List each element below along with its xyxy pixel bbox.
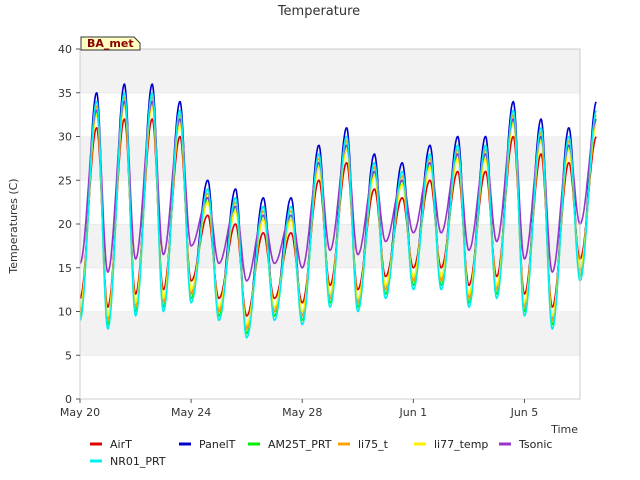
chart-title: Temperature (277, 4, 360, 19)
y-tick-label: 35 (58, 87, 72, 100)
legend-label: NR01_PRT (110, 455, 166, 468)
x-axis: May 20 May 24 May 28 Jun 1 Jun 5 (60, 399, 538, 419)
station-badge: BA_met (80, 36, 141, 51)
legend-label: Tsonic (518, 438, 552, 451)
legend-item: PanelT (179, 438, 236, 451)
legend-label: AM25T_PRT (268, 438, 332, 451)
grid-band (80, 311, 580, 356)
legend-item: Tsonic (499, 438, 552, 451)
legend-label: li75_t (358, 438, 389, 451)
y-tick-label: 10 (58, 306, 72, 319)
badge-shape (80, 36, 141, 51)
y-tick-label: 15 (58, 262, 72, 275)
y-tick-label: 25 (58, 174, 72, 187)
legend-item: NR01_PRT (90, 455, 166, 468)
grid-band (80, 136, 580, 181)
grid-band (80, 355, 580, 399)
x-tick-label: Jun 5 (510, 406, 539, 419)
x-tick-label: Jun 1 (398, 406, 427, 419)
legend-item: li77_temp (414, 438, 488, 451)
y-tick-label: 20 (58, 218, 72, 231)
legend-label: PanelT (199, 438, 236, 451)
y-tick-label: 30 (58, 131, 72, 144)
x-tick-label: May 20 (60, 406, 100, 419)
series-line-nr01-prt (79, 92, 597, 339)
grid-band (80, 92, 580, 137)
x-tick-label: May 28 (282, 406, 322, 419)
y-axis: 0 5 10 15 20 25 30 35 40 (58, 43, 80, 406)
y-tick-label: 0 (65, 393, 72, 406)
x-axis-label: Time (550, 423, 578, 436)
y-axis-label: Temperatures (C) (7, 178, 20, 274)
y-tick-label: 5 (65, 349, 72, 362)
legend-item: AM25T_PRT (248, 438, 332, 451)
series-layer (79, 83, 597, 339)
grid-band (80, 180, 580, 224)
legend-item: li75_t (338, 438, 389, 451)
y-tick-label: 40 (58, 43, 72, 56)
badge-label: BA_met (87, 37, 134, 50)
legend: AirT PanelT AM25T_PRT li75_t li77_temp Tsonic… (90, 438, 552, 468)
legend-label: AirT (110, 438, 132, 451)
grid-band (80, 267, 580, 312)
grid-band (80, 224, 580, 268)
legend-item: AirT (90, 438, 132, 451)
x-tick-label: May 24 (171, 406, 211, 419)
grid-bands (80, 48, 580, 399)
grid-band (80, 49, 580, 93)
legend-label: li77_temp (434, 438, 488, 451)
